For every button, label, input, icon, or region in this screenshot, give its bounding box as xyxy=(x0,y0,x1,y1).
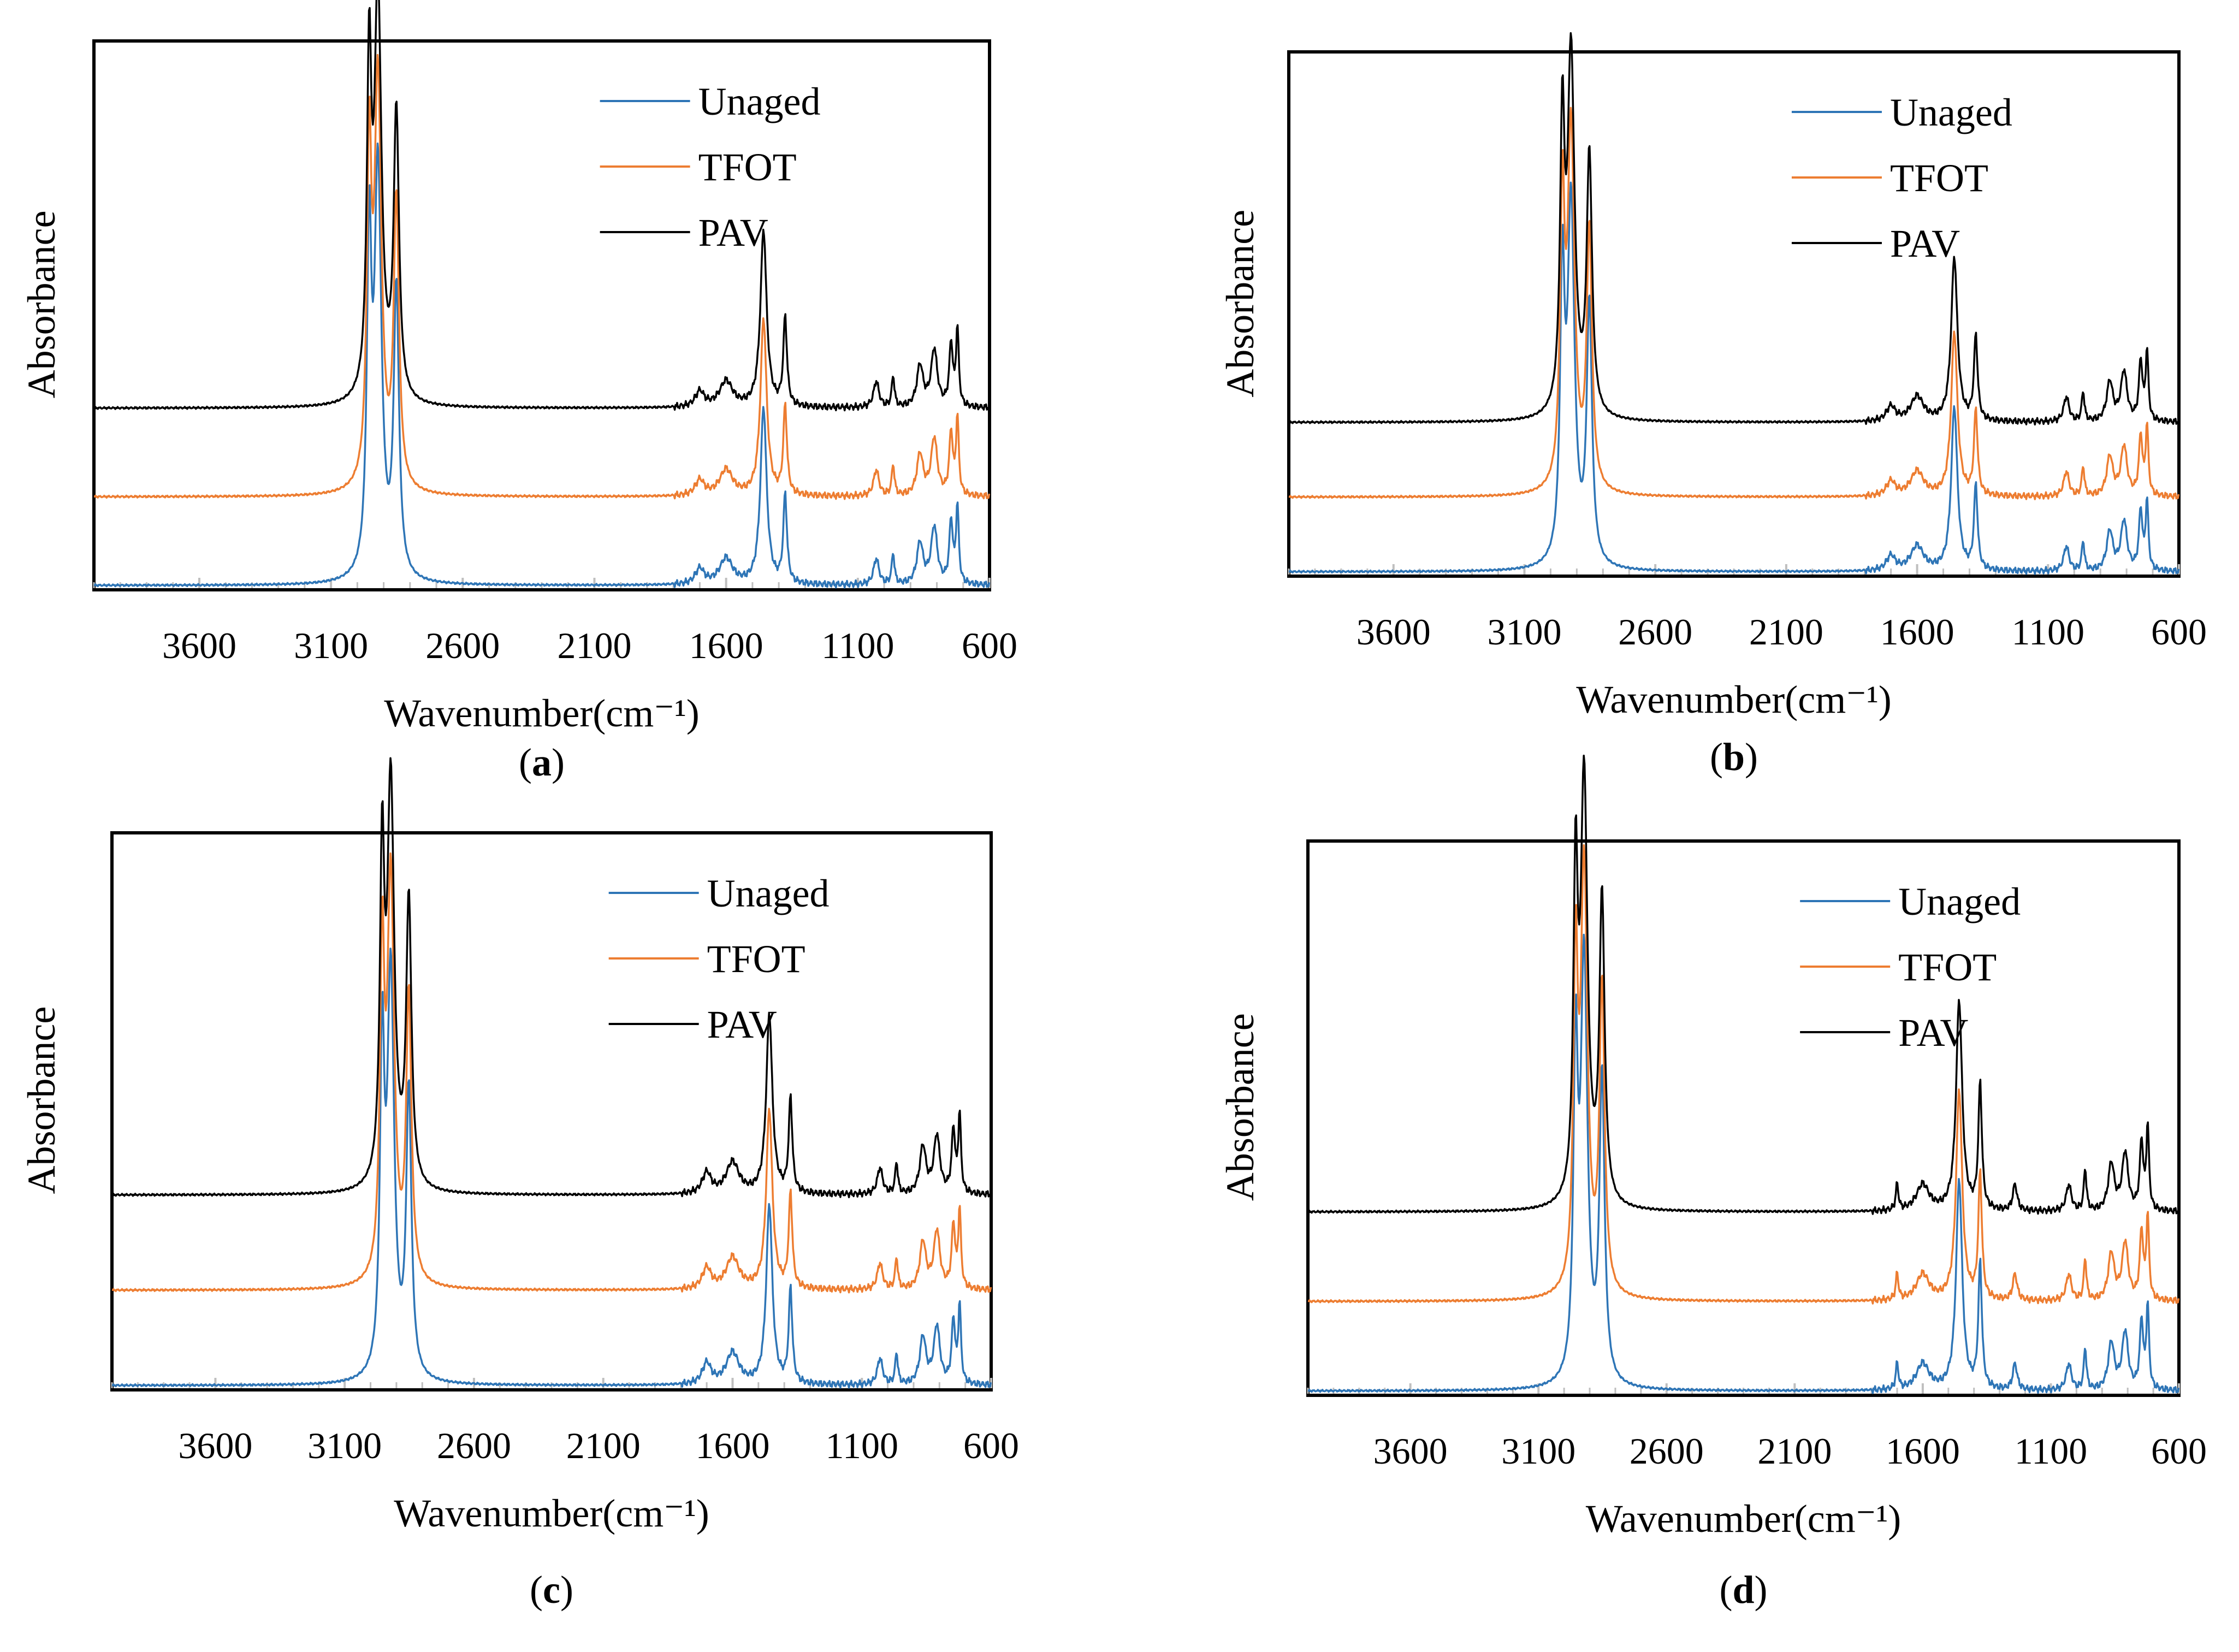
series-line-unaged xyxy=(93,143,991,589)
x-tick-label: 600 xyxy=(962,625,1017,666)
x-tick-label: 2600 xyxy=(1618,611,1692,653)
legend-label-pav: PAV xyxy=(698,211,768,254)
series-line-unaged xyxy=(1307,933,2180,1394)
plot-frame xyxy=(110,831,993,1392)
panel-caption: (a) xyxy=(519,741,565,784)
chart-panel-a: Unaged TFOT PAV 3600 3100 2600 2100 1600 1100 600… xyxy=(20,0,1017,784)
chart-panel-b: Unaged TFOT PAV 3600 3100 2600 2100 1600 1100 600… xyxy=(1218,32,2207,779)
x-tick-label: 3600 xyxy=(162,625,236,666)
series-line-pav xyxy=(93,0,991,412)
x-tick-label: 2100 xyxy=(566,1425,641,1466)
x-tick-label: 2100 xyxy=(1757,1430,1832,1472)
legend-label-pav: PAV xyxy=(1890,222,1960,265)
legend-label-tfot: TFOT xyxy=(1890,156,1988,200)
y-axis-label: Absorbance xyxy=(20,1006,63,1194)
legend-label-pav: PAV xyxy=(1898,1011,1968,1055)
x-tick-label: 2600 xyxy=(437,1425,511,1466)
x-tick-label: 2100 xyxy=(1749,611,1823,653)
x-tick-label: 600 xyxy=(2151,1430,2207,1472)
x-tick-label: 3100 xyxy=(1487,611,1561,653)
x-tick-label: 1100 xyxy=(821,625,894,666)
series-line-unaged xyxy=(1288,181,2180,575)
x-tick-label: 1600 xyxy=(689,625,763,666)
plot-frame xyxy=(1287,50,2181,578)
plot-frame xyxy=(1306,839,2181,1397)
chart-panel-c: Unaged TFOT PAV 3600 3100 2600 2100 1600 1100 600… xyxy=(20,757,1019,1612)
x-tick-label: 2600 xyxy=(1630,1430,1704,1472)
legend-label-unaged: Unaged xyxy=(1898,880,2021,923)
panel-caption: (c) xyxy=(530,1568,573,1612)
x-tick-label: 3100 xyxy=(1501,1430,1575,1472)
legend-label-tfot: TFOT xyxy=(698,145,797,189)
x-tick-label: 1100 xyxy=(2015,1430,2087,1472)
legend-label-tfot: TFOT xyxy=(707,937,805,981)
legend-label-tfot: TFOT xyxy=(1898,945,1997,989)
chart-panel-d: Unaged TFOT PAV 3600 3100 2600 2100 1600 1100 600… xyxy=(1218,754,2207,1612)
x-tick-label: 3600 xyxy=(1373,1430,1448,1472)
series-line-pav xyxy=(1288,32,2180,426)
series-line-tfot xyxy=(93,54,991,500)
panel-caption: (d) xyxy=(1719,1568,1767,1612)
x-tick-label: 1600 xyxy=(1880,611,1954,653)
series-line-tfot xyxy=(1288,106,2180,500)
x-tick-label: 3100 xyxy=(294,625,368,666)
plot-frame xyxy=(92,39,991,591)
x-axis-label: Wavenumber(cm⁻¹) xyxy=(394,1491,709,1535)
x-tick-label: 3100 xyxy=(307,1425,382,1466)
series-line-unaged xyxy=(111,948,992,1389)
series-line-pav xyxy=(111,757,992,1199)
x-tick-label: 600 xyxy=(963,1425,1019,1466)
legend-label-unaged: Unaged xyxy=(1890,91,2012,134)
series-line-tfot xyxy=(111,852,992,1294)
panel-caption: (b) xyxy=(1710,735,1758,779)
y-axis-label: Absorbance xyxy=(1218,210,1262,398)
legend-label-unaged: Unaged xyxy=(698,80,821,123)
x-axis-label: Wavenumber(cm⁻¹) xyxy=(1586,1497,1902,1541)
x-tick-label: 2100 xyxy=(557,625,631,666)
x-tick-label: 3600 xyxy=(178,1425,252,1466)
x-tick-label: 1600 xyxy=(695,1425,769,1466)
y-axis-label: Absorbance xyxy=(1218,1013,1262,1201)
x-axis-label: Wavenumber(cm⁻¹) xyxy=(1576,678,1892,721)
y-axis-label: Absorbance xyxy=(20,210,63,398)
x-tick-label: 600 xyxy=(2151,611,2207,653)
legend-label-unaged: Unaged xyxy=(707,872,830,915)
x-axis-label: Wavenumber(cm⁻¹) xyxy=(384,691,700,735)
x-tick-label: 1100 xyxy=(825,1425,898,1466)
legend-label-pav: PAV xyxy=(707,1003,777,1046)
x-tick-label: 2600 xyxy=(425,625,500,666)
x-tick-label: 3600 xyxy=(1357,611,1431,653)
x-tick-label: 1100 xyxy=(2012,611,2084,653)
x-tick-label: 1600 xyxy=(1886,1430,1960,1472)
series-line-pav xyxy=(1307,754,2180,1215)
series-line-tfot xyxy=(1307,844,2180,1305)
